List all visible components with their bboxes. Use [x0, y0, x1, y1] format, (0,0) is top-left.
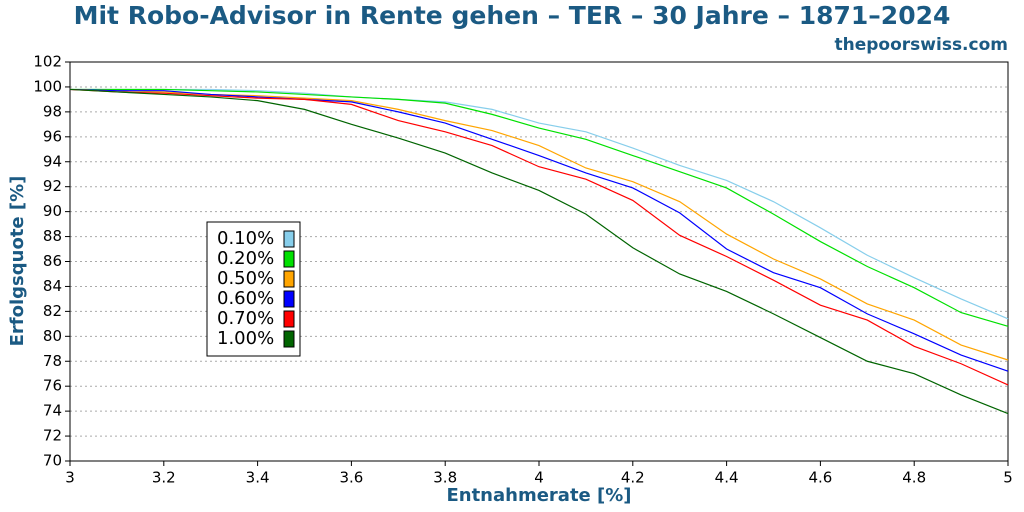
series-line — [69, 88, 1009, 415]
y-tick-label: 100 — [33, 77, 62, 95]
x-tick-label: 4.4 — [715, 469, 739, 487]
x-tick-label: 3.2 — [152, 469, 176, 487]
y-tick-label: 102 — [33, 53, 62, 71]
plot-frame — [69, 61, 1009, 462]
series-line — [70, 88, 1009, 320]
y-tick-label: 98 — [43, 102, 62, 120]
x-tick-label: 3.6 — [339, 469, 363, 487]
x-tick-label: 4.8 — [902, 469, 926, 487]
y-tick-label: 72 — [43, 427, 62, 445]
x-tick-label: 4 — [534, 469, 544, 487]
x-tick-label: 3.8 — [433, 469, 457, 487]
y-tick-label: 96 — [43, 127, 62, 145]
chart-subtitle: thepoorswiss.com — [835, 35, 1009, 55]
series-line — [69, 88, 1009, 372]
legend-swatch — [283, 270, 295, 288]
y-axis-label: Erfolgsquote [%] — [7, 176, 28, 347]
legend-label: 0.50% — [217, 268, 274, 289]
legend-swatch — [283, 330, 295, 348]
x-tick-label: 4.2 — [621, 469, 645, 487]
legend-swatch — [283, 230, 295, 248]
x-tick-label: 3 — [65, 469, 75, 487]
legend-label: 1.00% — [217, 328, 274, 349]
y-tick-label: 78 — [43, 352, 62, 370]
legend-swatch — [283, 250, 295, 268]
legend-label: 0.70% — [217, 308, 274, 329]
y-tick-label: 92 — [43, 177, 62, 195]
y-tick-label: 84 — [43, 277, 62, 295]
legend-label: 0.60% — [217, 288, 274, 309]
legend-swatch — [283, 310, 295, 328]
x-tick-label: 5 — [1003, 469, 1013, 487]
y-tick-label: 70 — [43, 452, 62, 470]
series-line — [69, 88, 1009, 386]
y-tick-label: 88 — [43, 227, 62, 245]
y-tick-label: 80 — [43, 327, 62, 345]
y-tick-label: 74 — [43, 402, 62, 420]
y-tick-label: 82 — [43, 302, 62, 320]
y-tick-label: 90 — [43, 202, 62, 220]
x-tick-label: 3.4 — [246, 469, 270, 487]
y-tick-label: 94 — [43, 152, 62, 170]
legend-swatch — [283, 290, 295, 308]
x-axis-label: Entnahmerate [%] — [446, 485, 631, 506]
series-line — [70, 88, 1009, 327]
y-tick-label: 86 — [43, 252, 62, 270]
legend-label: 0.10% — [217, 228, 274, 249]
y-tick-label: 76 — [43, 377, 62, 395]
chart-title: Mit Robo-Advisor in Rente gehen – TER – … — [74, 1, 951, 30]
legend-label: 0.20% — [217, 248, 274, 269]
x-tick-label: 4.6 — [808, 469, 832, 487]
